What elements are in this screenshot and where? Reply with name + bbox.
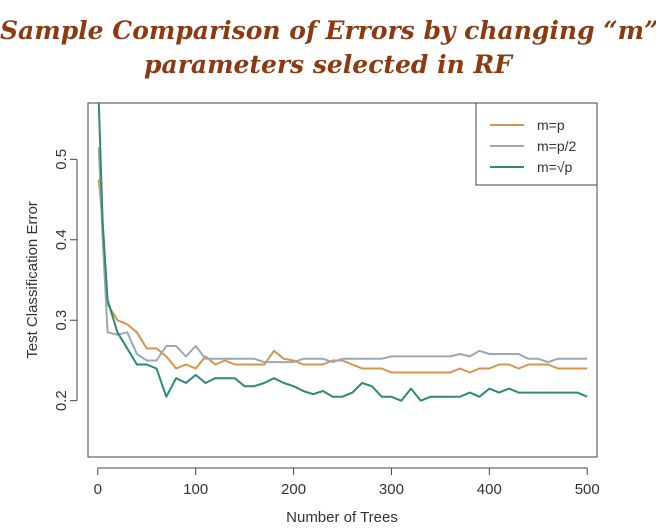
x-tick-label: 0 <box>94 481 102 498</box>
y-tick-label: 0.5 <box>53 149 70 170</box>
plot-frame <box>87 102 598 458</box>
x-tick-label: 400 <box>477 481 502 498</box>
legend-label-3: m=√p <box>537 159 573 175</box>
legend-label-1: m=p <box>537 117 565 133</box>
y-tick-label: 0.4 <box>53 229 70 250</box>
chart-title-line-1: Sample Comparison of Errors by changing … <box>0 16 656 45</box>
y-tick-label: 0.2 <box>53 390 70 411</box>
y-axis-label: Test Classification Error <box>24 201 41 359</box>
x-tick-label: 500 <box>575 481 600 498</box>
x-axis: 0 100 200 300 400 500 <box>94 467 600 498</box>
legend-label-2: m=p/2 <box>537 138 577 154</box>
series-layer <box>97 103 588 402</box>
chart-title: Sample Comparison of Errors by changing … <box>0 14 656 82</box>
y-axis: 0.2 0.3 0.4 0.5 <box>53 149 78 411</box>
legend-box <box>475 102 598 186</box>
x-axis-label: Number of Trees <box>286 509 398 526</box>
legend-items: m=p m=p/2 m=√p <box>490 117 577 175</box>
y-tick-label: 0.3 <box>53 310 70 331</box>
x-tick-label: 300 <box>379 481 404 498</box>
series-line-1 <box>97 179 588 374</box>
legend: m=p m=p/2 m=√p <box>475 102 598 186</box>
series-line-3 <box>97 103 588 402</box>
chart-title-line-2: parameters selected in RF <box>144 50 512 79</box>
series-line-2 <box>97 147 588 364</box>
x-tick-label: 200 <box>281 481 306 498</box>
x-tick-label: 100 <box>183 481 208 498</box>
